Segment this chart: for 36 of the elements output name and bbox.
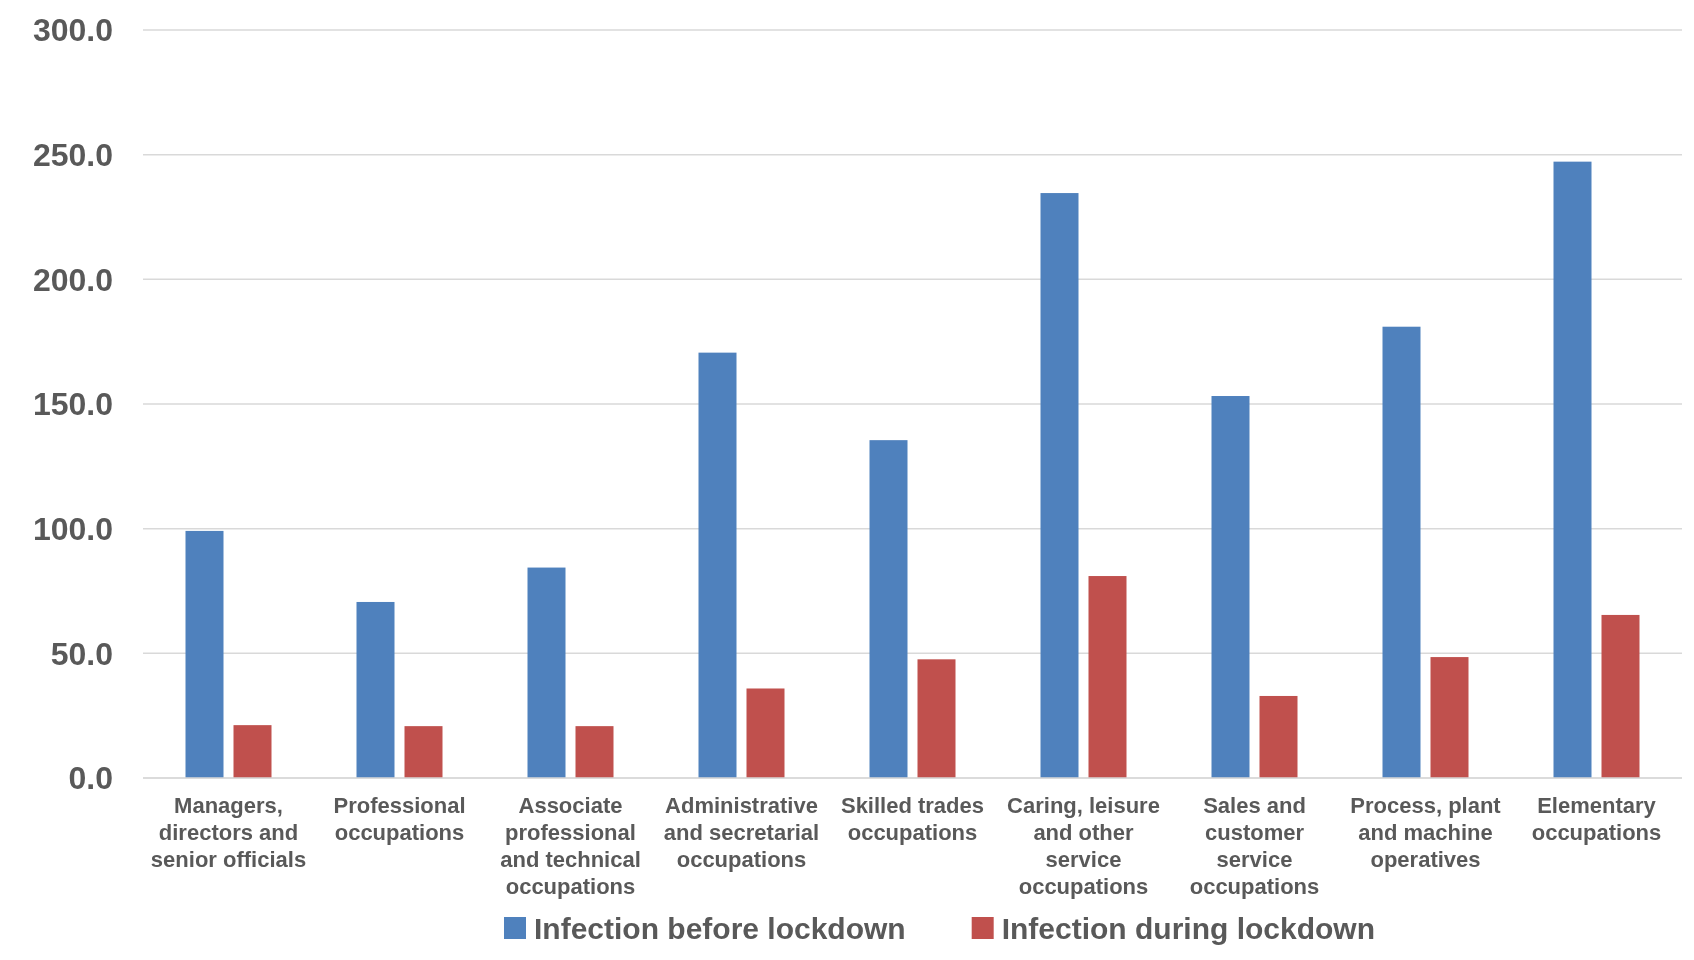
x-tick-label: Elementary occupations [1531, 793, 1662, 845]
bar [575, 726, 614, 778]
bar [1088, 576, 1127, 778]
x-tick-label: Professional occupations [333, 793, 466, 845]
x-tick-label: Caring, leisure and other service occupations [1007, 793, 1160, 899]
bar [1601, 614, 1640, 778]
y-tick-label: 300.0 [32, 12, 113, 49]
legend-label: Infection before lockdown [534, 911, 906, 945]
bar [233, 725, 272, 778]
y-tick-label: 50.0 [50, 635, 113, 672]
bar [356, 601, 395, 778]
bar [746, 688, 785, 778]
x-tick-label: Sales and customer service occupations [1189, 793, 1320, 899]
bar [698, 352, 737, 778]
x-tick-label: Managers, directors and senior officials [150, 793, 307, 872]
bar [869, 440, 908, 778]
y-tick-label: 150.0 [32, 386, 113, 423]
bar [917, 659, 956, 778]
y-tick-label: 200.0 [32, 261, 113, 298]
x-tick-label: Process, plant and machine operatives [1350, 793, 1502, 872]
bar [1040, 193, 1079, 778]
bar [1382, 326, 1421, 778]
x-tick-label: Associate professional and technical occupations [500, 793, 641, 899]
legend-label: Infection during lockdown [1001, 911, 1376, 945]
bar [527, 567, 566, 778]
bar [1211, 396, 1250, 778]
bar [185, 530, 224, 778]
bar [1553, 161, 1592, 778]
x-tick-label: Administrative and secretarial occupations [663, 793, 820, 872]
bar [1259, 695, 1298, 778]
bar [1430, 657, 1469, 778]
x-tick-label: Skilled trades occupations [840, 793, 985, 845]
y-tick-label: 250.0 [32, 136, 113, 173]
bar [404, 726, 443, 778]
y-tick-label: 100.0 [32, 510, 113, 547]
y-tick-label: 0.0 [68, 760, 113, 797]
